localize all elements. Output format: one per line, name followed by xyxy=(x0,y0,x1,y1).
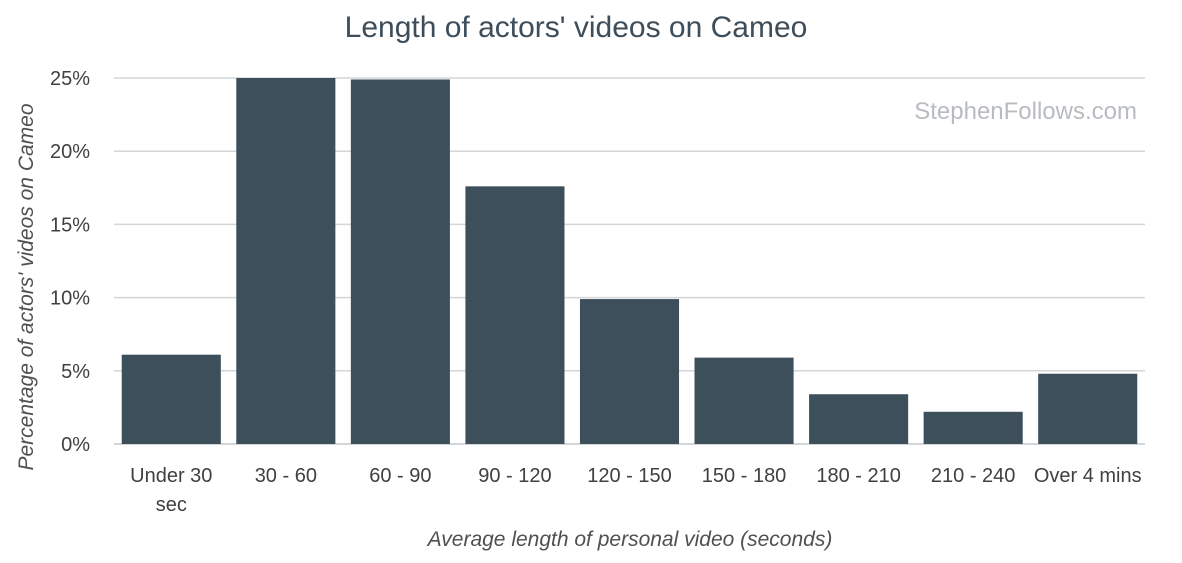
bar xyxy=(350,79,450,445)
bar xyxy=(923,411,1023,444)
x-tick-label: Under 30 sec xyxy=(130,465,212,516)
y-tick-label: 10% xyxy=(50,288,90,310)
bar xyxy=(465,186,565,444)
y-tick-label: 20% xyxy=(50,141,90,163)
y-tick-label: 25% xyxy=(50,68,90,90)
chart-title: Length of actors' videos on Cameo xyxy=(345,11,808,44)
y-tick-label: 0% xyxy=(61,434,90,456)
x-tick-label: 180 - 210 xyxy=(816,465,901,487)
bar xyxy=(694,357,794,444)
y-axis-ticks: 0% 5% 10% 15% 20% 25% xyxy=(50,68,90,456)
bar xyxy=(121,354,221,444)
x-tick-label: Over 4 mins xyxy=(1034,465,1142,487)
bar xyxy=(809,394,909,444)
bars xyxy=(121,78,1138,445)
x-axis-ticks: Under 30 sec 30 - 60 60 - 90 90 - 120 120 - 1… xyxy=(130,465,1141,516)
y-axis-label: Percentage of actors' videos on Cameo xyxy=(15,103,38,470)
x-tick-label: 120 - 150 xyxy=(587,465,672,487)
x-tick-label: 30 - 60 xyxy=(255,465,317,487)
y-tick-label: 15% xyxy=(50,214,90,236)
watermark: StephenFollows.com xyxy=(914,98,1137,125)
bar xyxy=(579,299,680,444)
x-tick-label: 150 - 180 xyxy=(702,465,787,487)
x-tick-label: 210 - 240 xyxy=(931,465,1016,487)
bar xyxy=(236,78,336,444)
bar xyxy=(1038,373,1138,444)
x-tick-label: 90 - 120 xyxy=(478,465,551,487)
y-tick-label: 5% xyxy=(61,361,90,383)
x-axis-label: Average length of personal video (second… xyxy=(426,528,833,551)
x-tick-label: 60 - 90 xyxy=(369,465,431,487)
